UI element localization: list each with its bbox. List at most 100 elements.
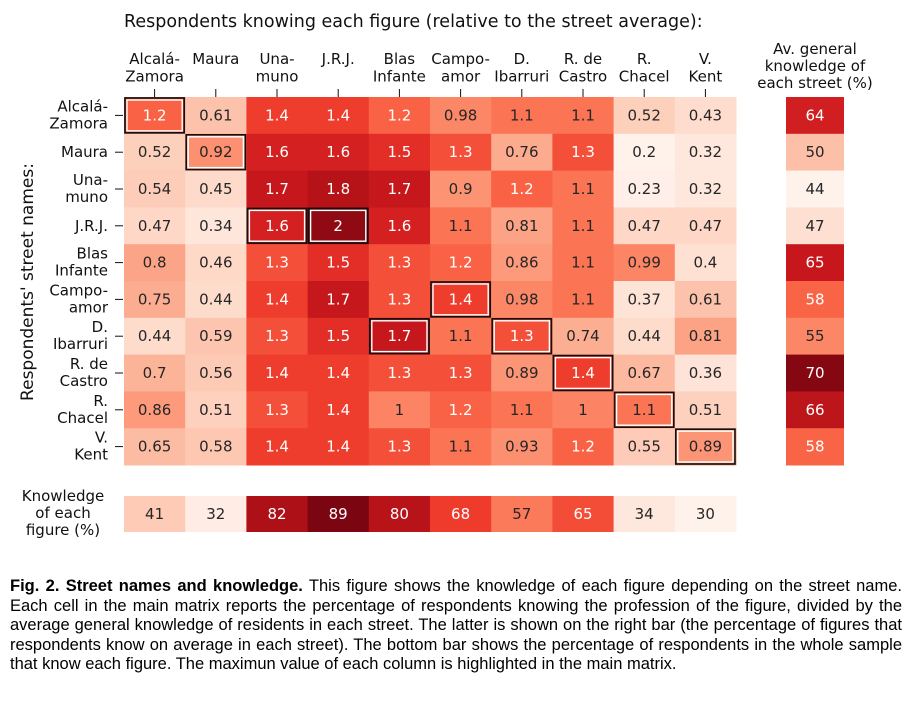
cell-value-label: 0.65 bbox=[138, 438, 171, 456]
cell-value-label: 0.58 bbox=[199, 438, 232, 456]
cell-value-label: 1.6 bbox=[387, 217, 411, 235]
cell-value-label: 1.3 bbox=[510, 327, 534, 345]
bottom-bar-value-label: 32 bbox=[206, 505, 225, 523]
bottom-bar-cell bbox=[430, 496, 492, 532]
cell-value-label: 0.61 bbox=[199, 106, 232, 124]
heatmap-cell bbox=[124, 391, 186, 429]
column-max-highlight-inner bbox=[126, 99, 183, 132]
right-bar-label: knowledge of bbox=[765, 57, 866, 75]
column-tick-label: Ibarruri bbox=[494, 68, 549, 86]
cell-value-label: 0.89 bbox=[689, 438, 722, 456]
heatmap-cell bbox=[246, 428, 309, 466]
heatmap-cell bbox=[552, 170, 615, 208]
heatmap-cell bbox=[246, 97, 309, 135]
cell-value-label: 0.81 bbox=[505, 217, 538, 235]
heatmap-cell bbox=[552, 207, 615, 245]
heatmap-cell bbox=[185, 391, 247, 429]
cell-value-label: 0.32 bbox=[689, 180, 722, 198]
cell-value-label: 1.1 bbox=[571, 106, 595, 124]
heatmap-cell bbox=[430, 428, 492, 466]
heatmap-cell bbox=[430, 207, 492, 245]
heatmap-cell bbox=[368, 391, 431, 429]
right-bar-value-label: 64 bbox=[805, 106, 824, 124]
heatmap-cell bbox=[124, 97, 186, 135]
heatmap-cell bbox=[430, 170, 492, 208]
right-bar-cell bbox=[786, 428, 844, 466]
right-bar-cell bbox=[786, 354, 844, 392]
column-tick-label: Infante bbox=[373, 68, 426, 86]
cell-value-label: 1.2 bbox=[387, 106, 411, 124]
row-tick-label: Campo- bbox=[49, 281, 108, 299]
heatmap-cell bbox=[552, 281, 615, 319]
cell-value-label: 1.1 bbox=[571, 254, 595, 272]
bottom-bar-value-label: 80 bbox=[390, 505, 409, 523]
cell-value-label: 0.8 bbox=[143, 254, 167, 272]
cell-value-label: 0.86 bbox=[505, 254, 538, 272]
column-tick-label: Chacel bbox=[619, 68, 670, 86]
cell-value-label: 0.93 bbox=[505, 438, 538, 456]
cell-value-label: 1.5 bbox=[387, 143, 411, 161]
cell-value-label: 0.59 bbox=[199, 327, 232, 345]
cell-value-label: 1.4 bbox=[265, 438, 289, 456]
heatmap-cell bbox=[613, 281, 676, 319]
cell-value-label: 1.4 bbox=[571, 364, 595, 382]
cell-value-label: 0.81 bbox=[689, 327, 722, 345]
cell-value-label: 1.6 bbox=[326, 143, 350, 161]
column-max-highlight bbox=[491, 317, 553, 355]
cell-value-label: 1 bbox=[578, 401, 588, 419]
column-tick-label: Campo- bbox=[431, 50, 490, 68]
right-bar-value-label: 58 bbox=[805, 438, 824, 456]
heatmap-cell bbox=[430, 317, 492, 356]
row-tick-label: Infante bbox=[55, 262, 108, 280]
figure-heatmap: Respondents knowing each figure (relativ… bbox=[18, 12, 873, 539]
heatmap-cell bbox=[246, 354, 309, 392]
heatmap-cell bbox=[185, 428, 247, 466]
column-max-highlight bbox=[674, 428, 736, 465]
heatmap-cell bbox=[552, 317, 615, 356]
heatmap-cell bbox=[368, 281, 431, 319]
heatmap-cell bbox=[430, 97, 492, 135]
cell-value-label: 1.3 bbox=[449, 364, 473, 382]
row-tick-label: Kent bbox=[74, 446, 108, 464]
column-tick-label: Maura bbox=[192, 50, 239, 68]
heatmap-cell bbox=[124, 281, 186, 319]
right-bar-value-label: 58 bbox=[805, 290, 824, 308]
cell-value-label: 1.6 bbox=[265, 143, 289, 161]
y-axis-label: Respondents' street names: bbox=[18, 163, 38, 401]
cell-value-label: 1.2 bbox=[510, 180, 534, 198]
column-tick-label: Blas bbox=[384, 50, 416, 68]
heatmap-cell bbox=[368, 428, 431, 466]
column-max-highlight bbox=[613, 391, 675, 428]
row-tick-label: R. de bbox=[70, 355, 108, 373]
heatmap-cell bbox=[674, 428, 737, 466]
cell-value-label: 0.51 bbox=[199, 401, 232, 419]
heatmap-cell bbox=[185, 281, 247, 319]
cell-value-label: 1.4 bbox=[265, 106, 289, 124]
heatmap-cell bbox=[552, 244, 615, 282]
cell-value-label: 1.1 bbox=[632, 401, 656, 419]
cell-value-label: 0.99 bbox=[627, 254, 660, 272]
cell-value-label: 0.75 bbox=[138, 290, 171, 308]
column-max-highlight-inner bbox=[309, 209, 367, 242]
heatmap-cell bbox=[430, 244, 492, 282]
heatmap-cell bbox=[307, 317, 370, 356]
row-tick-label: Zamora bbox=[49, 114, 108, 132]
heatmap-cell bbox=[185, 97, 247, 135]
caption-text: This figure shows the knowledge of each … bbox=[10, 577, 902, 674]
column-tick-label: Una- bbox=[259, 50, 294, 68]
cell-value-label: 1.4 bbox=[326, 438, 350, 456]
heatmap-cell bbox=[613, 428, 676, 466]
column-max-highlight-inner bbox=[554, 356, 612, 390]
column-max-highlight bbox=[368, 317, 430, 355]
heatmap-cell bbox=[491, 391, 553, 429]
heatmap-cell bbox=[368, 97, 431, 135]
row-tick-label: J.R.J. bbox=[74, 217, 108, 235]
cell-value-label: 0.47 bbox=[689, 217, 722, 235]
cell-value-label: 0.47 bbox=[627, 217, 660, 235]
right-bar-label: each street (%) bbox=[757, 74, 873, 92]
column-max-highlight bbox=[552, 354, 614, 392]
cell-value-label: 1.7 bbox=[387, 180, 411, 198]
column-max-highlight-inner bbox=[371, 320, 428, 353]
right-bar-cell bbox=[786, 170, 844, 208]
heatmap-cell bbox=[185, 170, 247, 208]
